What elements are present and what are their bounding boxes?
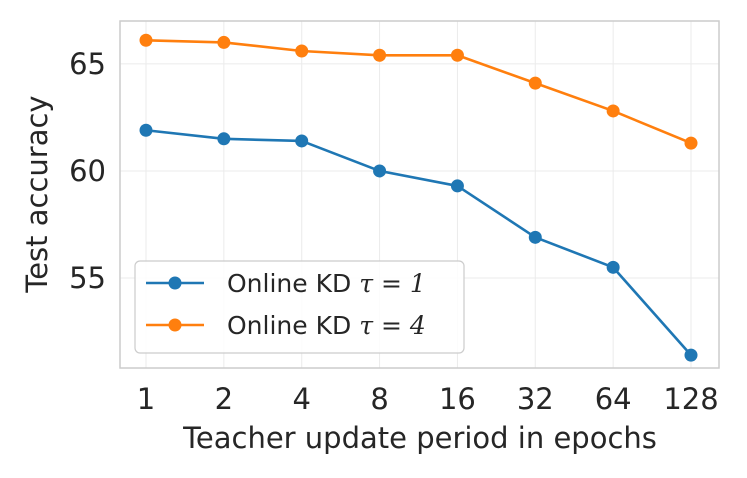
legend-label-text: Online KD (227, 269, 359, 298)
series-layer (139, 33, 698, 362)
legend-label-math: τ = 4 (359, 311, 426, 340)
plot-frame (119, 20, 720, 369)
x-tick-label: 1 (137, 382, 155, 416)
legend-label: Online KD τ = 4 (227, 311, 426, 340)
data-point (450, 179, 464, 193)
legend-item-1: Online KD τ = 1 (146, 269, 426, 298)
x-tick-label: 16 (439, 382, 476, 416)
x-gridlines (145, 21, 692, 368)
x-tick-label: 4 (292, 382, 310, 416)
data-point (373, 48, 387, 62)
data-point (217, 35, 231, 49)
data-point (139, 33, 153, 47)
data-point (684, 136, 698, 150)
data-point (528, 76, 542, 90)
legend-label-text: Online KD (227, 311, 359, 340)
data-point (606, 104, 620, 118)
y-tick-label: 55 (69, 261, 106, 295)
x-tick-label: 128 (663, 382, 718, 416)
data-point (450, 48, 464, 62)
y-tick-labels: 55 60 65 (69, 47, 106, 295)
series-line (145, 38, 692, 145)
data-point (373, 164, 387, 178)
x-tick-label: 8 (370, 382, 388, 416)
series-2 (139, 33, 698, 150)
x-tick-label: 2 (215, 382, 233, 416)
x-axis-label: Teacher update period in epochs (182, 421, 657, 455)
data-point (606, 260, 620, 274)
data-point (217, 132, 231, 146)
data-point (139, 123, 153, 137)
y-tick-label: 60 (69, 154, 106, 188)
legend-label: Online KD τ = 1 (227, 269, 426, 298)
y-tick-label: 65 (69, 47, 106, 81)
legend-marker (168, 276, 182, 290)
series-1 (139, 123, 698, 362)
data-point (295, 44, 309, 58)
x-tick-label: 64 (595, 382, 632, 416)
legend-marker (168, 318, 182, 332)
data-point (684, 348, 698, 362)
legend-label-math: τ = 1 (359, 269, 426, 298)
series-line (145, 128, 692, 357)
x-tick-label: 32 (517, 382, 554, 416)
y-axis-label: Test accuracy (20, 95, 54, 293)
x-tick-labels: 1 2 4 8 16 32 64 128 (137, 382, 719, 416)
data-point (528, 230, 542, 244)
data-point (295, 134, 309, 148)
legend-item-2: Online KD τ = 4 (146, 311, 426, 340)
legend-box (134, 260, 465, 354)
